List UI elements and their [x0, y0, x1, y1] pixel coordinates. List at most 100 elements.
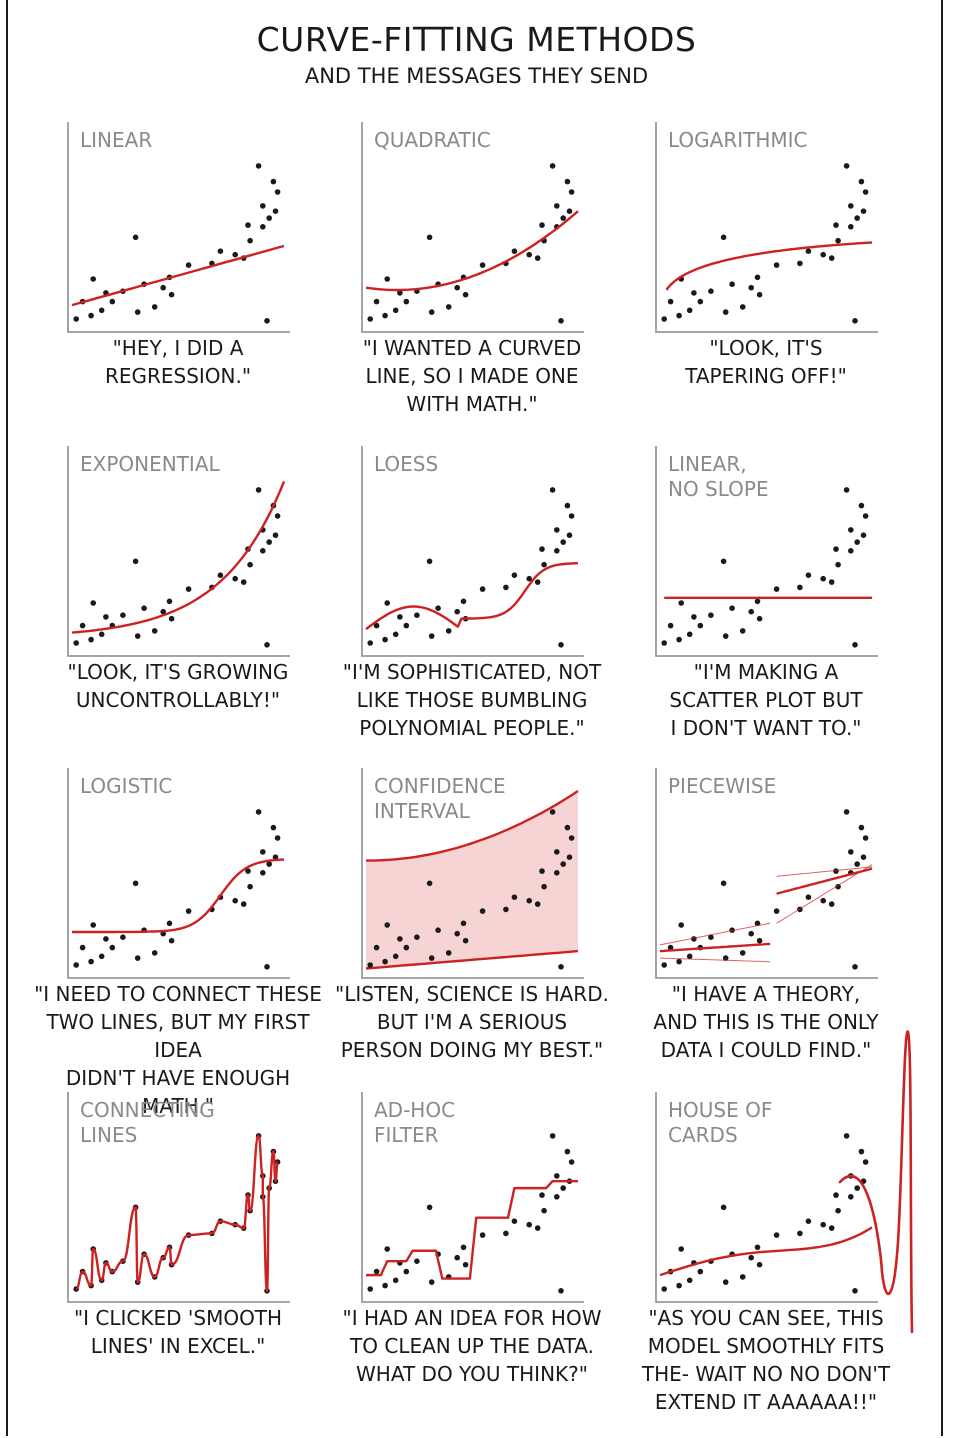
- data-point: [691, 614, 697, 620]
- data-point: [382, 1282, 388, 1289]
- data-point: [247, 883, 253, 890]
- data-point: [835, 1207, 841, 1214]
- data-point: [554, 1194, 560, 1200]
- data-point: [90, 600, 96, 606]
- panel-caption: "HEY, I DID A REGRESSION.": [104, 336, 252, 388]
- panel-plot-connecting: [67, 1092, 290, 1303]
- data-point: [270, 824, 277, 831]
- data-point: [132, 234, 139, 241]
- panel-logarithmic: LOGARITHMIC: [654, 122, 878, 333]
- data-point: [858, 178, 865, 185]
- data-point: [534, 255, 541, 261]
- panel-label: LINEAR: [80, 128, 153, 152]
- data-point: [134, 955, 141, 961]
- data-point: [426, 234, 433, 241]
- data-point: [661, 1286, 667, 1292]
- panel-label: HOUSE OF CARDS: [668, 1098, 773, 1147]
- data-point: [240, 901, 247, 907]
- panel-caption: "I HAD AN IDEA FOR HOW TO CLEAN UP THE D…: [342, 1306, 602, 1386]
- data-point: [554, 203, 560, 209]
- data-point: [88, 958, 94, 965]
- data-point: [260, 870, 266, 876]
- data-point: [151, 950, 158, 956]
- data-point: [720, 234, 727, 241]
- data-point: [697, 298, 704, 305]
- data-point: [260, 203, 266, 209]
- data-point: [384, 276, 390, 282]
- data-point: [756, 291, 763, 298]
- data-point: [773, 586, 780, 592]
- data-point: [748, 930, 754, 937]
- data-point: [678, 922, 684, 928]
- data-point: [526, 251, 532, 258]
- data-point: [397, 614, 403, 620]
- data-point: [720, 558, 727, 565]
- data-point: [392, 631, 399, 638]
- data-point: [382, 636, 388, 643]
- data-point: [384, 600, 390, 606]
- data-point: [534, 901, 541, 907]
- data-point: [833, 1192, 839, 1198]
- data-point: [858, 502, 865, 509]
- axes: [361, 122, 584, 333]
- data-point: [120, 612, 126, 618]
- data-point: [722, 309, 729, 315]
- data-point: [232, 897, 238, 904]
- data-point: [720, 880, 727, 887]
- axes: [67, 768, 290, 979]
- data-point: [558, 1288, 564, 1294]
- data-point: [185, 262, 192, 268]
- lower-bound-line: [365, 949, 579, 970]
- data-point: [367, 316, 373, 322]
- data-point: [109, 944, 116, 951]
- data-point: [264, 964, 270, 970]
- data-point: [754, 920, 761, 927]
- data-point: [686, 631, 693, 638]
- data-point: [426, 558, 433, 565]
- data-point: [843, 163, 850, 169]
- data-point: [566, 854, 573, 860]
- data-point: [558, 318, 564, 324]
- panel-plot-logistic: [67, 768, 290, 979]
- data-point: [697, 622, 704, 629]
- data-point: [373, 622, 380, 629]
- data-point: [852, 1288, 858, 1294]
- data-point: [554, 870, 560, 876]
- panel-caption: "I HAVE A THEORY, AND THIS IS THE ONLY D…: [653, 982, 879, 1062]
- data-point: [272, 532, 279, 538]
- data-point: [797, 260, 803, 267]
- data-point: [676, 958, 682, 965]
- comic-title: CURVE-FITTING METHODS: [256, 20, 697, 59]
- data-point: [141, 605, 147, 611]
- data-point: [168, 937, 175, 944]
- fit-curve: [72, 858, 285, 934]
- data-point: [503, 1230, 509, 1237]
- axes: [67, 122, 290, 333]
- data-point: [722, 633, 729, 639]
- data-point: [382, 312, 388, 319]
- data-point: [854, 539, 860, 545]
- piecewise-confidence-line: [776, 864, 873, 924]
- data-point: [166, 598, 173, 605]
- data-point: [462, 1261, 469, 1268]
- data-point: [511, 248, 518, 254]
- data-point: [833, 546, 839, 552]
- data-point: [240, 579, 247, 585]
- data-point: [558, 642, 564, 648]
- panel-plot-adhoc: [361, 1092, 584, 1303]
- data-point: [185, 586, 192, 592]
- data-point: [479, 262, 486, 268]
- data-point: [134, 633, 141, 639]
- panel-caption: "I WANTED A CURVED LINE, SO I MADE ONE W…: [362, 336, 582, 416]
- data-point: [426, 880, 433, 887]
- data-point: [820, 575, 826, 582]
- fit-curve: [365, 562, 579, 631]
- data-point: [848, 849, 854, 855]
- data-point: [554, 548, 560, 554]
- data-point: [848, 203, 854, 209]
- panel-label: LOGARITHMIC: [668, 128, 808, 152]
- axes: [655, 768, 878, 979]
- data-point: [554, 849, 560, 855]
- data-point: [79, 622, 86, 629]
- data-point: [109, 298, 116, 305]
